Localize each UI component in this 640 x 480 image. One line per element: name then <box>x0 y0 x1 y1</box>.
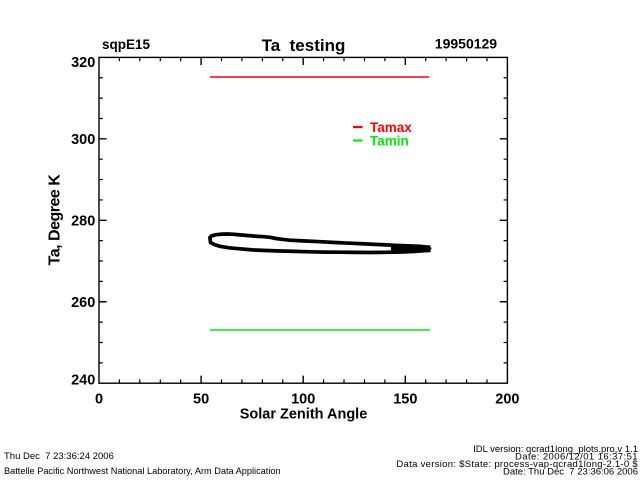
svg-text:Date: 2006/12/01 16:37:51: Date: 2006/12/01 16:37:51 <box>515 452 638 463</box>
svg-text:Solar Zenith Angle: Solar Zenith Angle <box>240 407 368 423</box>
svg-text:240: 240 <box>71 372 95 388</box>
svg-text:Ta testing: Ta testing <box>262 36 346 55</box>
svg-text:sqpE15: sqpE15 <box>102 37 151 52</box>
svg-text:150: 150 <box>393 392 417 408</box>
svg-text:100: 100 <box>291 392 315 408</box>
svg-text:Data version: $State: process-: Data version: $State: process-vap-qcrad1… <box>396 459 638 470</box>
svg-text:260: 260 <box>71 295 95 311</box>
svg-text:Thu Dec 7 23:36:24 2006: Thu Dec 7 23:36:24 2006 <box>4 451 114 462</box>
svg-text:Date: Thu Dec 7 23:36:06 2006: Date: Thu Dec 7 23:36:06 2006 <box>503 467 638 478</box>
svg-text:300: 300 <box>71 132 95 148</box>
svg-text:320: 320 <box>71 55 95 71</box>
svg-text:Tamin: Tamin <box>370 134 409 149</box>
svg-text:0: 0 <box>95 392 103 408</box>
svg-text:280: 280 <box>71 214 95 230</box>
svg-text:19950129: 19950129 <box>435 35 498 51</box>
svg-text:50: 50 <box>193 392 209 408</box>
svg-text:Tamax: Tamax <box>370 120 412 135</box>
svg-text:IDL version: qcrad1long_plots.: IDL version: qcrad1long_plots.pro,v 1.1 <box>473 444 638 455</box>
svg-text:Battelle Pacific Northwest Nat: Battelle Pacific Northwest National Labo… <box>4 466 281 476</box>
svg-text:Ta, Degree K: Ta, Degree K <box>46 174 63 266</box>
svg-text:200: 200 <box>495 392 519 408</box>
